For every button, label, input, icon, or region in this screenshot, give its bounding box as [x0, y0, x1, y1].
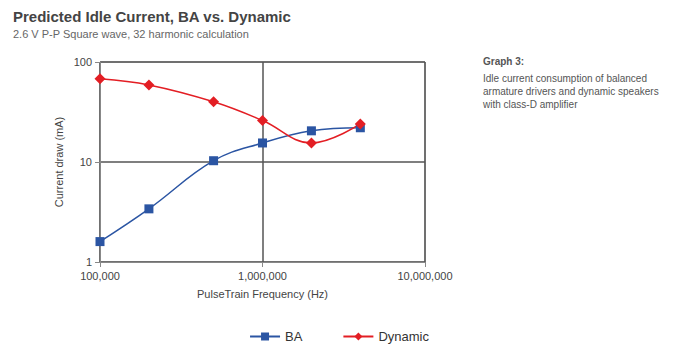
svg-text:10,000,000: 10,000,000	[397, 270, 452, 282]
svg-text:1: 1	[86, 256, 92, 268]
svg-text:100: 100	[74, 56, 92, 68]
svg-text:BA: BA	[285, 329, 303, 344]
svg-text:Predicted Idle Current, BA vs.: Predicted Idle Current, BA vs. Dynamic	[13, 8, 291, 25]
svg-text:10: 10	[80, 156, 92, 168]
svg-text:1,000,000: 1,000,000	[238, 270, 287, 282]
svg-text:2.6 V P-P Square wave, 32 harm: 2.6 V P-P Square wave, 32 harmonic calcu…	[13, 28, 249, 40]
svg-text:with class-D amplifier: with class-D amplifier	[482, 99, 578, 110]
svg-text:armature drivers and dynamic s: armature drivers and dynamic speakers	[483, 86, 661, 97]
svg-text:100,000: 100,000	[80, 270, 120, 282]
svg-text:Graph 3:: Graph 3:	[483, 56, 524, 67]
svg-text:PulseTrain Frequency (Hz): PulseTrain Frequency (Hz)	[197, 288, 328, 300]
svg-text:Current draw (mA): Current draw (mA)	[53, 117, 65, 207]
svg-text:Idle current consumption of ba: Idle current consumption of balanced	[483, 73, 650, 84]
svg-text:Dynamic: Dynamic	[378, 329, 429, 344]
